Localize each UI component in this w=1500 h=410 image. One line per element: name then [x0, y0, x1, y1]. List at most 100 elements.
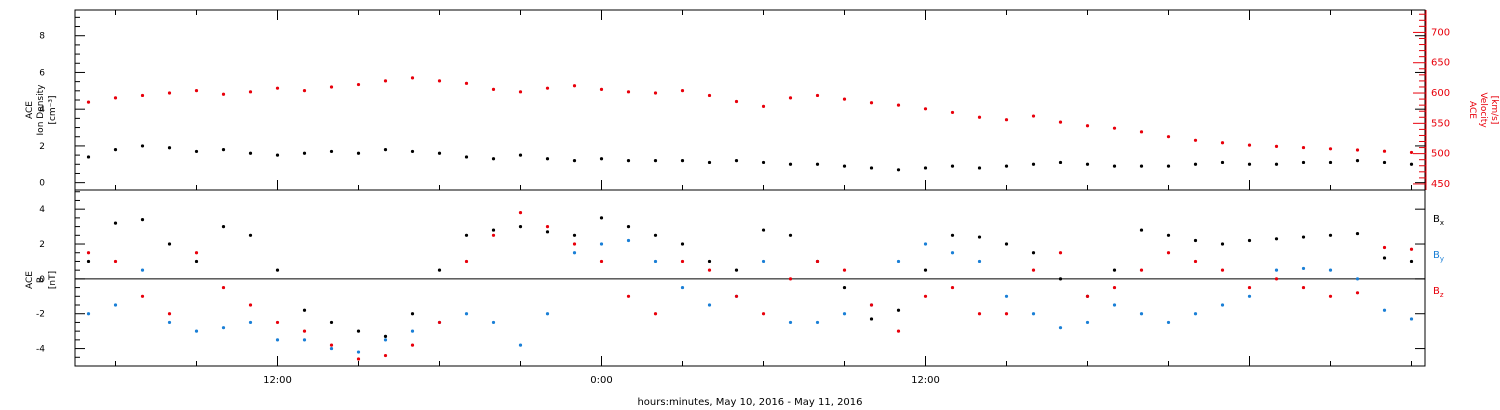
field-x-point — [1004, 242, 1009, 246]
field-z-point — [1193, 259, 1198, 264]
density-point — [383, 147, 388, 152]
velocity-point — [950, 110, 955, 115]
field-z-point — [815, 259, 820, 264]
velocity-point — [410, 76, 415, 80]
field-z-point — [923, 294, 928, 298]
field-z-point — [329, 343, 334, 347]
density-tick-label: 6 — [39, 68, 45, 78]
density-point — [1220, 160, 1225, 165]
field-z-point — [356, 357, 361, 361]
velocity-tick-label: 550 — [1431, 118, 1450, 129]
velocity-point — [545, 86, 550, 90]
field-x-point — [923, 268, 928, 272]
density-point — [734, 159, 739, 163]
field-y-point — [1220, 303, 1225, 307]
velocity-point — [1112, 126, 1117, 130]
field-x-point — [491, 228, 496, 232]
field-x-point — [1274, 237, 1279, 241]
density-point — [140, 144, 145, 148]
field-x-point — [248, 233, 253, 237]
velocity-point — [1274, 144, 1279, 148]
field-z-point — [113, 259, 118, 264]
field-x-point — [302, 308, 307, 312]
field-z-point — [167, 312, 172, 316]
density-point — [1193, 162, 1198, 166]
velocity-point — [194, 89, 199, 93]
field-x-point — [167, 242, 172, 246]
field-tick-label: -2 — [36, 310, 45, 320]
field-x-point — [1247, 238, 1252, 243]
field-y-point — [221, 326, 226, 330]
density-point — [1112, 164, 1117, 168]
density-point — [572, 159, 577, 163]
field-z-point — [842, 268, 847, 272]
field-x-point — [653, 233, 658, 237]
field-x-point — [140, 218, 145, 222]
density-point — [653, 159, 658, 163]
velocity-point — [1004, 118, 1009, 122]
field-y-point — [572, 251, 577, 255]
field-z-point — [221, 285, 226, 290]
field-z-point — [491, 233, 496, 237]
density-tick-label: 0 — [39, 179, 45, 189]
field-z-point — [950, 285, 955, 290]
field-y-point — [356, 350, 361, 354]
density-axis-label-2: Ion Density — [36, 84, 46, 136]
field-z-point — [302, 329, 307, 333]
velocity-point — [626, 90, 631, 94]
velocity-point — [1058, 120, 1063, 124]
field-tick-label: -4 — [36, 345, 45, 355]
field-z-point — [437, 320, 442, 325]
field-z-point — [86, 251, 91, 255]
density-point — [761, 160, 766, 165]
velocity-point — [1220, 141, 1225, 145]
velocity-point — [1328, 147, 1333, 151]
field-y-point — [1112, 303, 1117, 307]
field-x-point — [1139, 228, 1144, 232]
velocity-point — [572, 84, 577, 88]
density-point — [950, 164, 955, 168]
velocity-point — [599, 87, 604, 91]
field-x-point — [194, 259, 199, 264]
velocity-point — [1031, 114, 1036, 118]
density-point — [518, 153, 523, 157]
density-point — [1058, 160, 1063, 165]
density-point — [1355, 159, 1360, 163]
field-tick-label: 0 — [39, 275, 45, 285]
legend-By-sub: y — [1440, 255, 1444, 263]
density-point — [1301, 160, 1306, 165]
field-z-point — [248, 303, 253, 307]
field-z-point — [653, 312, 658, 316]
velocity-point — [1139, 130, 1144, 134]
density-point — [167, 146, 172, 150]
density-point — [1409, 162, 1414, 166]
velocity-point — [1166, 135, 1171, 139]
field-z-point — [1382, 245, 1387, 250]
density-point — [464, 155, 469, 159]
field-y-point — [599, 242, 604, 246]
field-y-point — [680, 285, 685, 290]
field-z-point — [680, 259, 685, 264]
density-point — [1139, 164, 1144, 168]
field-y-point — [113, 303, 118, 307]
field-z-point — [1301, 285, 1306, 290]
field-z-point — [896, 329, 901, 333]
field-x-point — [1193, 238, 1198, 243]
velocity-point — [1193, 138, 1198, 142]
legend-Bx-base: B — [1433, 214, 1440, 225]
field-x-ticks: 12:00 0:00 12:00 — [115, 356, 1412, 386]
velocity-point — [464, 81, 469, 85]
field-z-point — [518, 211, 523, 215]
velocity-point — [329, 85, 334, 89]
velocity-point — [518, 90, 523, 94]
field-z-point — [464, 259, 469, 264]
density-point — [869, 166, 874, 170]
velocity-point — [869, 101, 874, 105]
velocity-point — [437, 79, 442, 83]
field-x-point — [464, 233, 469, 237]
velocity-tick-label: 650 — [1431, 58, 1450, 69]
density-point — [86, 155, 91, 159]
field-x-point — [1328, 233, 1333, 237]
